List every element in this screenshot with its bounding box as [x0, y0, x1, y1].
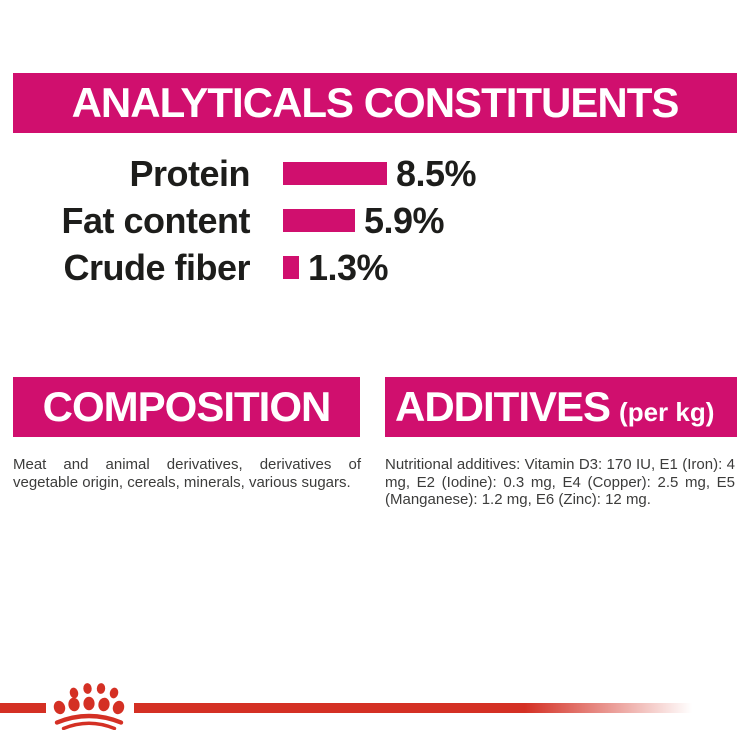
- analyticals-banner: ANALYTICALS CONSTITUENTS: [13, 73, 737, 133]
- composition-title: COMPOSITION: [42, 383, 332, 430]
- analytical-constituents-chart: Protein 8.5% Fat content 5.9% Crude fibe…: [0, 150, 750, 291]
- chart-label-crude-fiber: Crude fiber: [63, 246, 250, 288]
- chart-value-crude-fiber: 1.3%: [308, 246, 389, 288]
- additives-title-suffix: (per kg): [619, 397, 715, 427]
- footer-line-right: [134, 703, 692, 713]
- chart-value-fat-content: 5.9%: [364, 199, 445, 241]
- chart-label-protein: Protein: [129, 152, 250, 194]
- composition-body: Meat and animal derivatives, derivatives…: [13, 456, 361, 491]
- chart-row-protein: Protein 8.5%: [0, 150, 750, 197]
- chart-value-protein: 8.5%: [396, 152, 477, 194]
- additives-banner: ADDITIVES (per kg): [385, 377, 737, 437]
- chart-bar-crude-fiber: [283, 256, 299, 279]
- chart-label-fat-content: Fat content: [61, 199, 251, 241]
- royal-canin-crown-icon: [53, 683, 125, 730]
- chart-bar-fat-content: [283, 209, 355, 232]
- analyticals-title: ANALYTICALS CONSTITUENTS: [71, 79, 680, 126]
- additives-body: Nutritional additives: Vitamin D3: 170 I…: [385, 456, 735, 508]
- composition-banner: COMPOSITION: [13, 377, 360, 437]
- footer-line-left: [0, 703, 46, 713]
- chart-bar-protein: [283, 162, 387, 185]
- chart-row-fat-content: Fat content 5.9%: [0, 197, 750, 244]
- additives-title: ADDITIVES: [395, 383, 611, 430]
- chart-row-crude-fiber: Crude fiber 1.3%: [0, 244, 750, 291]
